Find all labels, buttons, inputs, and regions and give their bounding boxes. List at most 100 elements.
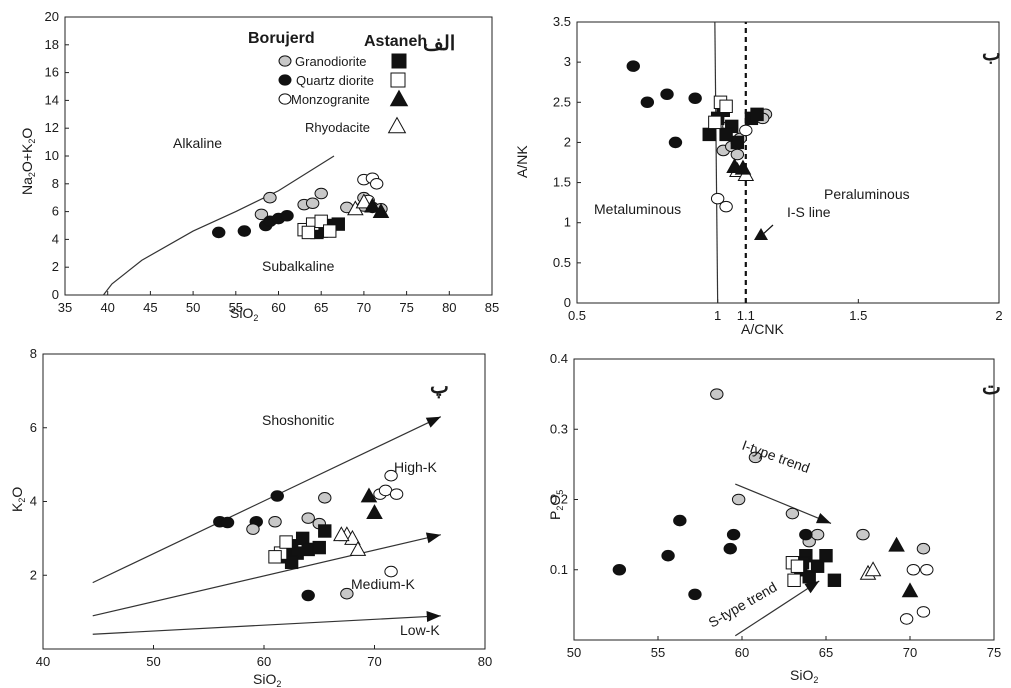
panel-c-xtick-label: 60 xyxy=(257,654,271,669)
panel-a-point-circle xyxy=(314,187,328,200)
panel-d-plot-frame xyxy=(573,358,995,641)
panel-a-x-label: SiO2 xyxy=(230,305,258,323)
panel-d-data-marks xyxy=(612,388,934,625)
panel-c-trend-arrows xyxy=(92,416,442,635)
panel-b-ytick-label: 3 xyxy=(564,54,571,69)
panel-b-plot-frame xyxy=(576,21,1000,304)
panel-a-xtick-label: 65 xyxy=(314,300,328,315)
panel-a-point-circle xyxy=(254,208,269,221)
panel-d-x-label: SiO2 xyxy=(790,667,818,685)
panel-d-letter: ت xyxy=(982,377,1001,399)
panel-a-boundary-lines xyxy=(102,155,335,296)
panel-a-data-marks xyxy=(212,172,390,240)
panel-c-point-circle xyxy=(384,469,398,482)
panel-c-x-label: SiO2 xyxy=(253,671,281,688)
panel-b-xtick-label: 0.5 xyxy=(568,308,586,323)
panel-d-point-square xyxy=(787,573,801,587)
panel-b-ytick-label: 0 xyxy=(564,295,571,310)
panel-c-arrowhead-1 xyxy=(425,532,441,544)
panel-d-point-square xyxy=(827,573,842,587)
panel-b-point-circle xyxy=(710,192,725,205)
panel-a-ytick-label: 4 xyxy=(52,231,59,246)
panel-a-ticks: 35 40 45 50 55 60 65 70 75 80 85 0 2 4 6 8 10 12 14 16 18 20 xyxy=(45,9,500,315)
panel-d-xtick-label: 65 xyxy=(819,645,833,660)
panel-a-ytick-label: 18 xyxy=(45,37,59,52)
panel-d-point-circle xyxy=(856,528,870,541)
panel-b-xtick-label: 1.5 xyxy=(849,308,867,323)
panel-d-point-circle xyxy=(920,563,934,576)
panel-d-point-circle xyxy=(688,588,702,601)
panel-a-ytick-label: 16 xyxy=(45,65,59,80)
panel-d-xtick-label: 70 xyxy=(903,645,917,660)
panel-b-data-marks xyxy=(626,60,773,213)
panel-d-ticks: 50 55 60 65 70 75 0.1 0.2 0.3 0.4 xyxy=(550,351,1001,660)
panel-b-point-circle xyxy=(739,124,753,137)
panel-c-line-1 xyxy=(92,534,441,617)
panel-b-ytick-label: 2.5 xyxy=(553,94,571,109)
panel-d-trend-arrows xyxy=(734,483,832,637)
panel-c-low-k-label: Low-K xyxy=(400,622,440,638)
panel-a-xtick-label: 35 xyxy=(58,300,72,315)
panel-d-xtick-label: 60 xyxy=(735,645,749,660)
panel-a-xtick-label: 70 xyxy=(357,300,371,315)
panel-a-legend: Borujerd Astaneh Granodiorite Quartz dio… xyxy=(248,30,427,135)
panel-c-point-square xyxy=(284,555,299,570)
legend-marker xyxy=(278,93,292,105)
panel-b-peraluminous-label: Peraluminous xyxy=(824,186,910,202)
panel-d-p2o5-sio2: 50 55 60 65 70 750.10.20.30.4 SiO2 P2O5 I-typ… xyxy=(547,351,1001,685)
panel-a-xtick-label: 40 xyxy=(100,300,114,315)
panel-c-data-marks xyxy=(213,469,404,602)
panel-b-point-square xyxy=(750,107,764,122)
panel-d-point-square xyxy=(819,549,833,563)
panel-a-point-circle xyxy=(263,191,277,204)
panel-b-point-circle xyxy=(640,96,655,109)
panel-c-ytick-label: 8 xyxy=(30,346,37,361)
panel-c-k2o-sio2: 40 50 60 70 80 2 4 6 8 SiO2 K2O Shoshonitic High… xyxy=(9,346,492,688)
legend-marker xyxy=(387,116,407,134)
panel-a-ytick-label: 14 xyxy=(45,92,59,107)
panel-c-point-circle xyxy=(318,492,332,504)
panel-c-point-square xyxy=(279,535,293,549)
panel-c-ytick-label: 4 xyxy=(30,494,37,509)
panel-d-s-type-label: S-type trend xyxy=(706,579,780,631)
panel-d-point-circle xyxy=(899,613,914,625)
panel-b-ytick-label: 2 xyxy=(564,134,571,149)
panel-c-point-square xyxy=(301,542,315,557)
panel-b-metaluminous-label: Metaluminous xyxy=(594,201,681,217)
panel-a-letter: الف xyxy=(423,33,455,55)
panel-b-acnk-ank: 0.5 1 1.1 1.5 200.511.522.533.5 A/CNK A/NK M… xyxy=(514,14,1003,337)
panel-a-point-circle xyxy=(370,178,384,190)
panel-d-xtick-label: 55 xyxy=(651,645,665,660)
panel-a-plot-frame xyxy=(64,16,493,296)
panel-a-point-square xyxy=(301,225,316,240)
panel-b-y-label: A/NK xyxy=(514,145,530,178)
panel-d-ytick-label: 0.3 xyxy=(550,421,568,436)
panel-a-subalkaline-label: Subalkaline xyxy=(262,258,335,274)
panel-a-xtick-label: 85 xyxy=(485,300,499,315)
legend-entry-rhyodacite: Rhyodacite xyxy=(305,120,370,135)
panel-b-line-0 xyxy=(714,21,719,304)
panel-c-shoshonitic-label: Shoshonitic xyxy=(262,412,334,428)
panel-a-point-square xyxy=(323,224,337,238)
panel-b-point-square xyxy=(719,99,733,113)
panel-d-point-circle xyxy=(661,549,675,562)
panel-d-ytick-label: 0.4 xyxy=(550,351,568,366)
panel-c-point-circle xyxy=(301,512,315,524)
panel-d-point-circle xyxy=(799,528,813,541)
panel-d-xtick-label: 50 xyxy=(567,645,581,660)
panel-c-point-triangle xyxy=(333,526,350,542)
panel-a-xtick-label: 60 xyxy=(271,300,285,315)
panel-a-ytick-label: 6 xyxy=(52,204,59,219)
panel-a-alkaline-label: Alkaline xyxy=(173,135,222,151)
panel-b-point-circle xyxy=(719,200,733,213)
panel-b-point-square xyxy=(708,115,722,130)
panel-d-line-0 xyxy=(735,483,832,524)
panel-d-point-circle xyxy=(810,528,825,541)
panel-c-line-0 xyxy=(92,416,442,584)
panel-d-point-circle xyxy=(906,563,921,576)
panel-c-point-square xyxy=(295,531,310,546)
panel-a-xtick-label: 55 xyxy=(229,300,243,315)
panel-b-point-circle xyxy=(626,60,640,72)
panel-c-point-circle xyxy=(389,488,404,500)
